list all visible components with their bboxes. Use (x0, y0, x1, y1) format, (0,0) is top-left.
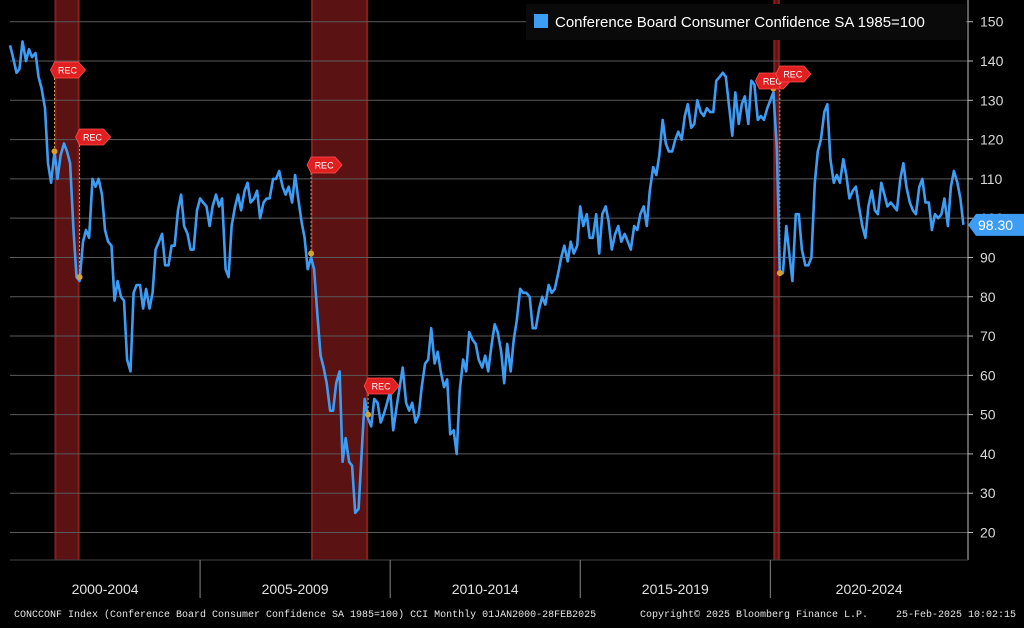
series-line-0 (8, 40, 965, 515)
y-tick-label: 30 (980, 485, 996, 501)
rec-marker-point (51, 148, 58, 155)
rec-flag-label: REC (83, 133, 103, 143)
rec-flag-label: REC (372, 382, 392, 392)
recession-band-fill (54, 0, 80, 560)
rec-marker-point (365, 411, 372, 418)
rec-flag-label: REC (58, 66, 78, 76)
recession-band-fill (773, 0, 780, 560)
y-tick-label: 110 (980, 171, 1003, 187)
rec-flag-label: REC (315, 161, 335, 171)
rec-flag (306, 156, 343, 174)
legend-label: Conference Board Consumer Confidence SA … (555, 14, 925, 31)
legend-swatch (534, 14, 548, 28)
rec-marker-5: REC (775, 65, 812, 277)
y-tick-label: 80 (980, 289, 996, 305)
y-tick-label: 120 (980, 132, 1004, 148)
footer-timestamp: 25-Feb-2025 10:02:15 (896, 609, 1016, 621)
rec-marker-point (776, 270, 783, 277)
x-period-label: 2010-2014 (452, 581, 519, 597)
y-tick-label: 60 (980, 367, 996, 383)
y-tick-label: 40 (980, 446, 996, 462)
rec-marker-1: REC (75, 128, 112, 281)
last-value-label: 98.30 (978, 217, 1013, 233)
rec-flag-label: REC (763, 77, 783, 87)
x-period-label: 2015-2019 (642, 581, 709, 597)
y-tick-label: 20 (980, 524, 996, 540)
x-period-label: 2005-2009 (262, 581, 329, 597)
recession-band-1 (311, 0, 369, 560)
recession-band-0 (54, 0, 80, 560)
x-period-label: 2020-2024 (836, 581, 903, 597)
footer: CONCCONF Index (Conference Board Consume… (14, 609, 1016, 621)
x-period-label: 2000-2004 (72, 581, 139, 597)
axes: 20304050607080901001101201301401502000-2… (10, 0, 1004, 598)
legend: Conference Board Consumer Confidence SA … (526, 4, 966, 40)
rec-flag (363, 377, 400, 395)
y-tick-label: 50 (980, 407, 996, 423)
rec-marker-0: REC (50, 61, 87, 155)
rec-flag (75, 128, 112, 146)
footer-copyright: Copyright© 2025 Bloomberg Finance L.P. (640, 609, 868, 621)
series-layer (8, 40, 965, 515)
recession-bands (54, 0, 780, 560)
y-tick-label: 150 (980, 14, 1004, 30)
last-value-badge (968, 213, 1024, 236)
y-tick-label: 70 (980, 328, 996, 344)
y-tick-label: 130 (980, 92, 1004, 108)
y-tick-label: 90 (980, 249, 996, 265)
legend-box (526, 4, 966, 40)
rec-marker-3: REC (363, 377, 400, 418)
footer-source: CONCCONF Index (Conference Board Consume… (14, 609, 596, 621)
rec-flag (50, 61, 87, 79)
recession-band-fill (311, 0, 369, 560)
last-value-tag: 98.30 (968, 213, 1024, 236)
rec-flag-label: REC (783, 70, 803, 80)
rec-marker-point (308, 250, 315, 257)
rec-flag (775, 65, 812, 83)
rec-marker-point (76, 274, 83, 281)
y-tick-label: 140 (980, 53, 1004, 69)
rec-marker-2: REC (306, 156, 343, 257)
